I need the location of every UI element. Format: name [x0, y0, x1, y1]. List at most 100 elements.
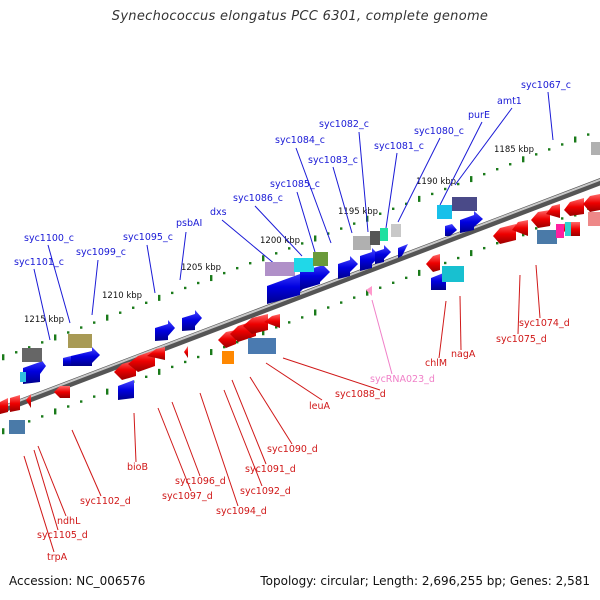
reverse-gene-label[interactable]: leuA — [309, 401, 331, 412]
gene-box[interactable] — [565, 222, 571, 236]
gene-box[interactable] — [294, 258, 314, 272]
gene-arrow[interactable] — [512, 220, 528, 236]
gene-box[interactable] — [222, 351, 234, 364]
gene-box[interactable] — [313, 252, 328, 266]
gene-arrow[interactable] — [10, 395, 20, 412]
gene-box[interactable] — [391, 224, 401, 237]
reverse-gene-label[interactable]: syc1097_d — [162, 491, 213, 502]
minor-tick — [288, 321, 291, 324]
reverse-gene-label[interactable]: nagA — [451, 349, 476, 360]
gene-box[interactable] — [537, 230, 557, 244]
minor-tick — [587, 133, 590, 136]
gene-arrow[interactable] — [300, 262, 330, 290]
gene-box[interactable] — [20, 372, 26, 382]
kbp-tick-label: 1215 kbp — [24, 315, 64, 325]
gene-box[interactable] — [588, 212, 600, 226]
forward-gene-label[interactable]: psbAI — [176, 218, 202, 229]
forward-gene-label[interactable]: syc1080_c — [414, 126, 464, 137]
forward-gene-label[interactable]: syc1084_c — [275, 135, 325, 146]
gene-box[interactable] — [265, 262, 295, 276]
reverse-gene-label[interactable]: syc1091_d — [245, 464, 296, 475]
minor-tick — [223, 271, 226, 275]
gene-box[interactable] — [437, 205, 452, 219]
gene-arrow[interactable] — [564, 198, 584, 216]
forward-gene-label[interactable]: syc1086_c — [233, 193, 283, 204]
rna-gene-label[interactable]: sycRNA023_d — [370, 374, 435, 385]
major-tick — [418, 269, 421, 276]
gene-arrow[interactable] — [243, 314, 268, 334]
forward-gene-label[interactable]: syc1100_c — [24, 233, 74, 244]
connector-line — [47, 244, 71, 324]
minor-tick — [340, 301, 343, 304]
gene-box[interactable] — [370, 231, 380, 245]
reverse-gene-label[interactable]: syc1096_d — [175, 476, 226, 487]
gene-box[interactable] — [22, 348, 42, 362]
gene-arrow[interactable] — [460, 211, 483, 233]
connector-line — [332, 166, 353, 234]
reverse-gene-label[interactable]: syc1102_d — [80, 496, 131, 507]
forward-gene-label[interactable]: amt1 — [497, 96, 522, 107]
gene-arrow[interactable] — [583, 194, 600, 212]
gene-arrow[interactable] — [264, 314, 280, 328]
major-tick — [54, 408, 57, 415]
gene-arrow[interactable] — [26, 394, 31, 408]
gene-arrow[interactable] — [493, 224, 516, 244]
reverse-gene-label[interactable]: syc1074_d — [519, 318, 570, 329]
gene-arrow[interactable] — [0, 398, 8, 414]
gene-arrow[interactable] — [375, 245, 391, 264]
reverse-gene-label[interactable]: syc1090_d — [267, 444, 318, 455]
forward-gene-label[interactable]: syc1082_c — [319, 119, 369, 130]
connector-line — [157, 407, 192, 492]
gene-box[interactable] — [556, 224, 564, 238]
major-tick — [314, 235, 317, 242]
reverse-gene-label[interactable]: syc1105_d — [37, 530, 88, 541]
minor-tick — [15, 351, 18, 354]
reverse-gene-label[interactable]: bioB — [127, 462, 148, 473]
gene-box[interactable] — [248, 338, 276, 354]
gene-box[interactable] — [9, 420, 25, 434]
gene-arrow[interactable] — [71, 347, 100, 366]
gene-arrow[interactable] — [147, 347, 165, 360]
gene-box[interactable] — [380, 228, 388, 241]
reverse-gene-label[interactable]: ndhL — [57, 516, 81, 527]
gene-arrow[interactable] — [445, 224, 457, 236]
gene-box[interactable] — [353, 236, 371, 250]
gene-arrow[interactable] — [182, 310, 202, 331]
forward-gene-label[interactable]: syc1083_c — [308, 155, 358, 166]
forward-gene-label[interactable]: syc1095_c — [123, 232, 173, 243]
reverse-gene-label[interactable]: syc1075_d — [496, 334, 547, 345]
gene-box[interactable] — [442, 266, 464, 282]
gene-box[interactable] — [591, 142, 600, 155]
gene-arrow[interactable] — [398, 244, 408, 258]
forward-gene-label[interactable]: syc1067_c — [521, 80, 571, 91]
rna-arrow[interactable] — [366, 286, 372, 296]
gene-arrow[interactable] — [155, 320, 175, 341]
connector-line — [282, 357, 381, 391]
forward-gene-label[interactable]: syc1081_c — [374, 141, 424, 152]
reverse-gene-label[interactable]: syc1092_d — [240, 486, 291, 497]
forward-gene-label[interactable]: syc1099_c — [76, 247, 126, 258]
gene-arrow[interactable] — [531, 210, 550, 228]
reverse-gene-label[interactable]: syc1094_d — [216, 506, 267, 517]
gene-box[interactable] — [68, 334, 92, 348]
gene-arrow[interactable] — [118, 380, 134, 400]
gene-box[interactable] — [452, 197, 477, 211]
major-tick — [262, 329, 265, 336]
reverse-gene-label[interactable]: trpA — [47, 552, 68, 563]
reverse-gene-label[interactable]: chlM — [425, 358, 447, 369]
forward-gene-label[interactable]: dxs — [210, 207, 227, 218]
connector-line — [221, 219, 277, 266]
forward-gene-label[interactable]: purE — [468, 110, 490, 121]
gene-arrow[interactable] — [546, 204, 560, 218]
forward-gene-label[interactable]: syc1101_c — [14, 257, 64, 268]
gene-arrow[interactable] — [63, 356, 71, 366]
gene-arrow[interactable] — [426, 254, 440, 272]
gene-arrow[interactable] — [23, 358, 46, 384]
reverse-gene-label[interactable]: syc1088_d — [335, 389, 386, 400]
gene-arrow[interactable] — [184, 346, 188, 358]
forward-gene-label[interactable]: syc1085_c — [270, 179, 320, 190]
connector-line — [146, 244, 156, 294]
gene-arrow[interactable] — [338, 256, 358, 279]
gene-arrow[interactable] — [54, 386, 70, 398]
major-tick — [106, 388, 109, 395]
